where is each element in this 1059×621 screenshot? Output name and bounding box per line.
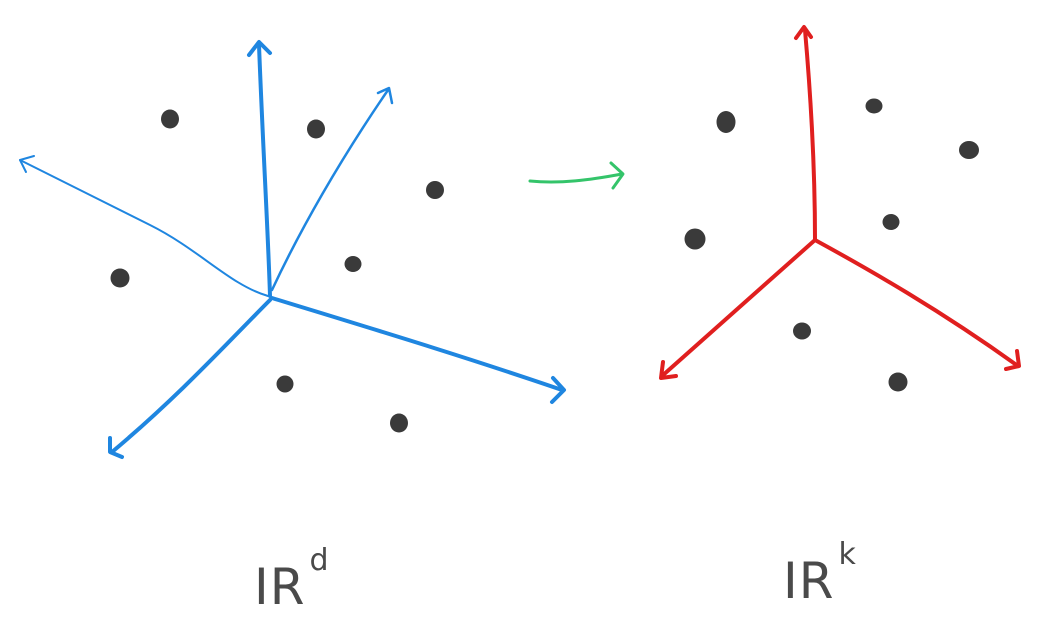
source-point	[426, 181, 444, 199]
source-points	[110, 109, 444, 433]
source-point	[110, 268, 130, 288]
source-axis-right	[270, 296, 564, 392]
source-point	[307, 119, 325, 139]
target-axis-up-head	[794, 25, 813, 40]
target-axis-downleft-head	[659, 360, 678, 380]
source-axis-left-head	[19, 155, 35, 173]
mapping-arrow-head	[609, 161, 625, 190]
target-space-exponent: k	[838, 537, 857, 572]
target-axis-downleft	[660, 238, 817, 378]
source-axes	[19, 40, 566, 459]
source-space-exponent: d	[309, 543, 330, 578]
target-space-symbol: IR	[783, 552, 835, 610]
mapping-arrow	[528, 161, 625, 190]
target-axes	[659, 25, 1021, 380]
target-points	[684, 98, 979, 392]
source-axis-downleft	[110, 298, 272, 454]
target-axis-up	[803, 28, 817, 242]
target-axis-downright	[813, 238, 1020, 368]
source-axis-upright	[270, 88, 390, 292]
source-axis-left	[19, 159, 269, 297]
source-point	[344, 256, 362, 272]
target-space-label: IR k	[783, 540, 857, 607]
target-point	[865, 98, 883, 114]
source-point	[276, 375, 294, 393]
target-point	[959, 141, 979, 159]
source-axis-downleft-head	[108, 436, 124, 459]
source-point	[161, 109, 179, 129]
target-point	[716, 111, 736, 133]
mapping-arrow-shaft	[528, 172, 624, 184]
source-axis-up-head	[247, 40, 272, 57]
target-point	[684, 228, 706, 250]
target-point	[882, 214, 900, 230]
source-space-label: IR d	[254, 546, 330, 613]
source-point	[390, 413, 408, 433]
target-axis-downright-head	[1004, 349, 1021, 371]
source-axis-upright-head	[376, 86, 394, 105]
source-axis-up	[257, 43, 272, 298]
target-point	[793, 322, 811, 340]
source-axis-right-head	[550, 376, 566, 404]
target-point	[888, 372, 908, 392]
source-space-symbol: IR	[254, 558, 306, 616]
